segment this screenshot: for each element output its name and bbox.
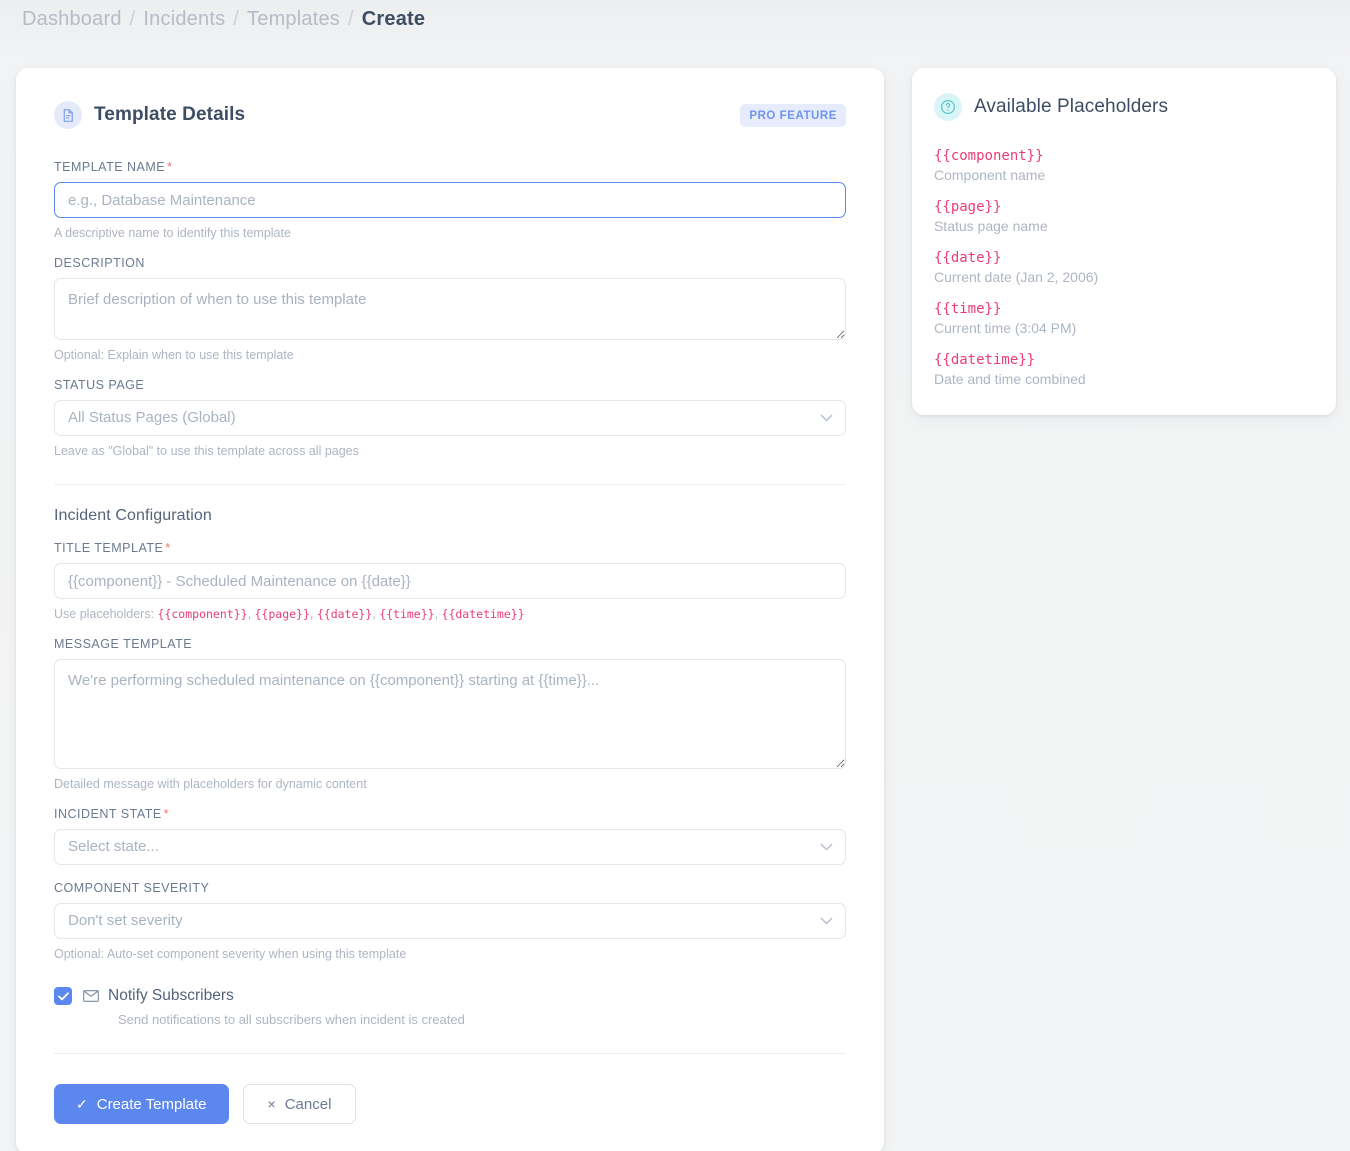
placeholder-code: {{time}}	[379, 607, 435, 621]
required-marker: *	[167, 160, 173, 174]
cancel-button[interactable]: × Cancel	[242, 1084, 357, 1124]
hint-template-name: A descriptive name to identify this temp…	[54, 226, 291, 240]
label-status-page: STATUS PAGE	[54, 378, 145, 392]
incident-state-select[interactable]: Select state...	[54, 829, 846, 865]
field-status-page: STATUS PAGE All Status Pages (Global) Le…	[54, 378, 846, 458]
actions-divider	[54, 1053, 846, 1054]
card-header: Template Details PRO FEATURE	[54, 92, 846, 138]
label-description: DESCRIPTION	[54, 256, 145, 270]
placeholder-key: {{time}}	[933, 301, 1002, 317]
label-incident-state: INCIDENT STATE *	[54, 807, 846, 821]
placeholder-key: {{component}}	[933, 148, 1044, 164]
hint-component-severity: Optional: Auto-set component severity wh…	[54, 947, 407, 961]
placeholder-desc: Current time (3:04 PM)	[933, 320, 1077, 336]
label-component-severity: COMPONENT SEVERITY	[54, 881, 210, 895]
document-icon	[54, 101, 82, 129]
placeholder-code: {{date}}	[316, 607, 373, 621]
breadcrumb-item-templates[interactable]: Templates	[247, 8, 340, 30]
label-title-template: TITLE TEMPLATE *	[54, 541, 846, 555]
breadcrumb-item-dashboard[interactable]: Dashboard	[22, 8, 122, 30]
available-placeholders-card: Available Placeholders {{component}} Com…	[911, 68, 1336, 415]
placeholder-code: {{component}}	[157, 607, 248, 621]
placeholder-item: {{date}} Current date (Jan 2, 2006)	[934, 250, 1314, 287]
field-template-name: TEMPLATE NAME* A descriptive name to ide…	[54, 160, 846, 240]
component-severity-select[interactable]: Don't set severity	[54, 903, 846, 939]
label-text: INCIDENT STATE	[54, 807, 162, 821]
required-marker: *	[163, 807, 170, 821]
hint-description: Optional: Explain when to use this templ…	[54, 348, 294, 362]
label-template-name: TEMPLATE NAME *	[54, 160, 846, 174]
label-text: TEMPLATE NAME	[54, 160, 166, 174]
breadcrumb-current-create: Create	[361, 8, 426, 30]
field-message-template: MESSAGE TEMPLATE Detailed message with p…	[54, 637, 846, 791]
breadcrumb: Dashboard / Incidents / Templates / Crea…	[22, 8, 425, 31]
field-component-severity: COMPONENT SEVERITY Don't set severity Op…	[54, 881, 846, 961]
form-actions: ✓ Create Template × Cancel	[54, 1084, 846, 1124]
hint-status-page: Leave as "Global" to use this template a…	[54, 444, 359, 458]
cancel-label: Cancel	[284, 1095, 332, 1113]
field-incident-state: INCIDENT STATE * Select state...	[54, 807, 846, 865]
template-name-input[interactable]	[54, 182, 846, 218]
placeholders-title: Available Placeholders	[973, 96, 1169, 117]
placeholder-code: {{datetime}}	[441, 607, 525, 621]
label-message-template: MESSAGE TEMPLATE	[54, 637, 193, 651]
section-title-incident-configuration: Incident Configuration	[54, 507, 212, 524]
create-template-button[interactable]: ✓ Create Template	[54, 1084, 229, 1124]
placeholder-item: {{page}} Status page name	[934, 199, 1314, 236]
notify-subscribers-label: Notify Subscribers	[108, 987, 234, 1004]
template-details-card: Template Details PRO FEATURE TEMPLATE NA…	[16, 68, 884, 1151]
breadcrumb-item-incidents[interactable]: Incidents	[143, 8, 226, 30]
placeholder-key: {{datetime}}	[933, 352, 1036, 368]
description-textarea[interactable]	[54, 278, 846, 340]
close-icon: ×	[267, 1096, 276, 1112]
placeholder-item: {{datetime}} Date and time combined	[934, 352, 1314, 389]
content-columns: Template Details PRO FEATURE TEMPLATE NA…	[16, 68, 1336, 1151]
component-severity-select-wrap[interactable]: Don't set severity	[54, 903, 846, 939]
placeholder-desc: Component name	[933, 167, 1046, 183]
envelope-icon	[83, 990, 99, 1002]
section-divider	[54, 484, 846, 485]
label-text: TITLE TEMPLATE	[54, 541, 164, 555]
placeholder-desc: Status page name	[933, 218, 1048, 234]
check-icon: ✓	[76, 1095, 88, 1112]
pro-feature-badge: PRO FEATURE	[740, 103, 846, 127]
breadcrumb-separator: /	[233, 8, 240, 30]
notify-subscribers-sub: Send notifications to all subscribers wh…	[118, 1012, 465, 1027]
hint-message-template: Detailed message with placeholders for d…	[54, 777, 367, 791]
status-page-select[interactable]: All Status Pages (Global)	[54, 400, 846, 436]
breadcrumb-separator: /	[129, 8, 136, 30]
hint-title-template: Use placeholders: {{component}}, {{page}…	[54, 607, 525, 621]
placeholder-key: {{page}}	[933, 199, 1002, 215]
placeholder-desc: Current date (Jan 2, 2006)	[933, 269, 1099, 285]
placeholder-item: {{time}} Current time (3:04 PM)	[934, 301, 1314, 338]
message-template-textarea[interactable]	[54, 659, 846, 769]
placeholder-key: {{date}}	[933, 250, 1002, 266]
status-page-select-wrap[interactable]: All Status Pages (Global)	[54, 400, 846, 436]
field-title-template: TITLE TEMPLATE* Use placeholders: {{comp…	[54, 541, 846, 621]
notify-subscribers-row[interactable]: Notify Subscribers	[54, 987, 846, 1005]
placeholder-desc: Date and time combined	[933, 371, 1086, 387]
notify-subscribers-checkbox[interactable]	[54, 987, 72, 1005]
page-title: Template Details	[94, 104, 246, 125]
field-description: DESCRIPTION Optional: Explain when to us…	[54, 256, 846, 362]
create-template-label: Create Template	[96, 1095, 207, 1113]
question-circle-icon	[933, 93, 962, 121]
placeholders-header: Available Placeholders	[933, 90, 1314, 124]
placeholder-code: {{page}}	[254, 607, 310, 621]
hint-prefix: Use placeholders:	[54, 607, 158, 621]
incident-state-select-wrap[interactable]: Select state...	[54, 829, 846, 865]
breadcrumb-separator: /	[348, 8, 354, 30]
required-marker: *	[165, 541, 171, 555]
placeholder-item: {{component}} Component name	[934, 148, 1314, 185]
title-template-input[interactable]	[54, 563, 846, 599]
